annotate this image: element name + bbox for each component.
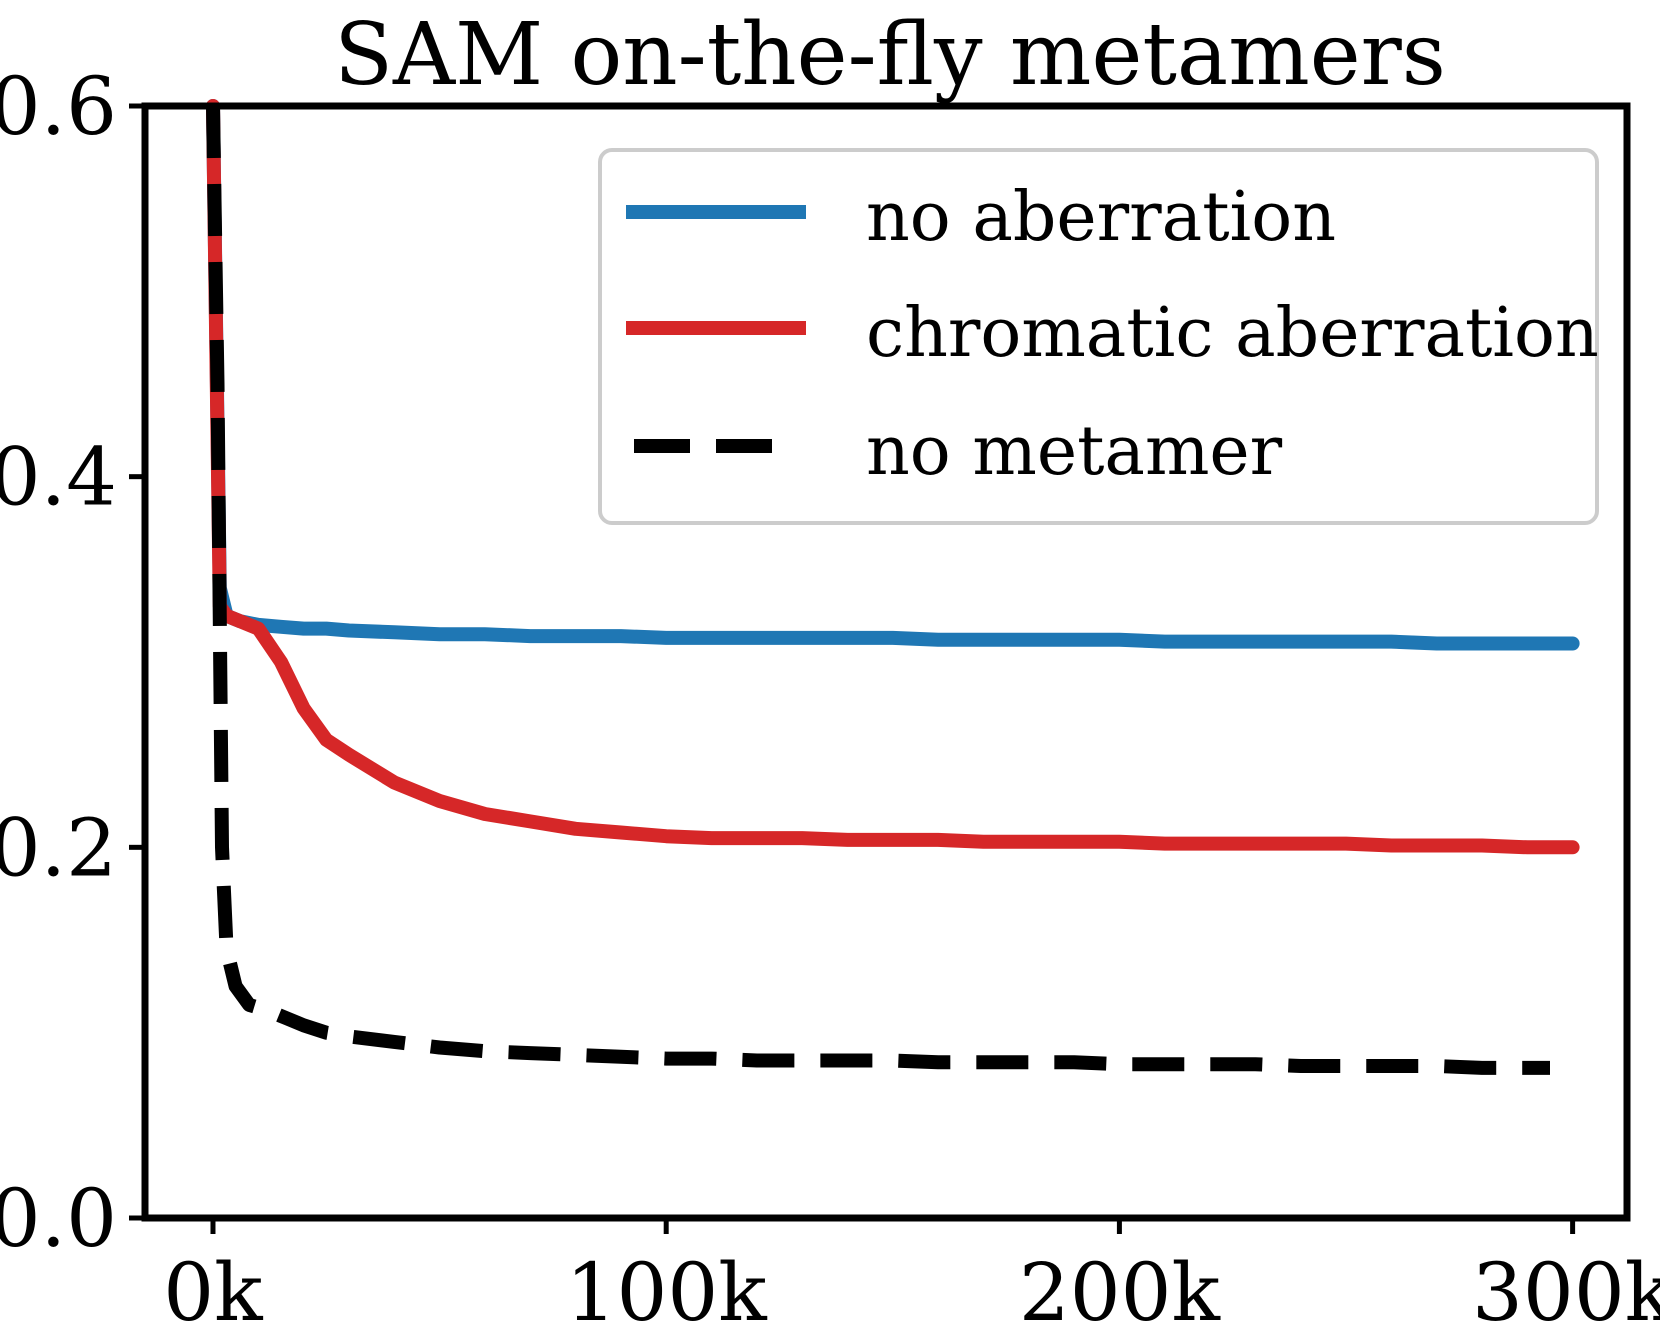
y-axis: 0.0 0.2 0.4 0.6 <box>0 60 145 1265</box>
legend-label-chromatic-aberration: chromatic aberration <box>866 294 1599 373</box>
x-tick-label: 300k <box>1472 1246 1660 1334</box>
y-tick-label: 0.4 <box>0 431 117 524</box>
series-line-no-aberration <box>206 99 1580 651</box>
plot-frame <box>141 102 1631 1222</box>
legend-label-no-metamer: no metamer <box>866 412 1283 491</box>
x-tick-label: 200k <box>1019 1246 1222 1334</box>
legend-box <box>598 148 1599 525</box>
y-tick-label: 0.2 <box>0 801 117 894</box>
series-line-no-metamer <box>206 105 1550 1075</box>
legend: no aberration chromatic aberration no me… <box>598 148 1599 525</box>
series-line-chromatic-aberration <box>206 99 1580 855</box>
x-axis: 0k 100k 200k 300k <box>163 1218 1660 1334</box>
y-tick-label: 0.6 <box>0 60 117 153</box>
series-layer <box>206 99 1580 1075</box>
chart-title: SAM on-the-fly metamers <box>334 5 1446 105</box>
x-tick-label: 100k <box>566 1246 769 1334</box>
x-tick-label: 0k <box>163 1246 264 1334</box>
legend-label-no-aberration: no aberration <box>866 178 1336 257</box>
y-tick-label: 0.0 <box>0 1172 117 1265</box>
